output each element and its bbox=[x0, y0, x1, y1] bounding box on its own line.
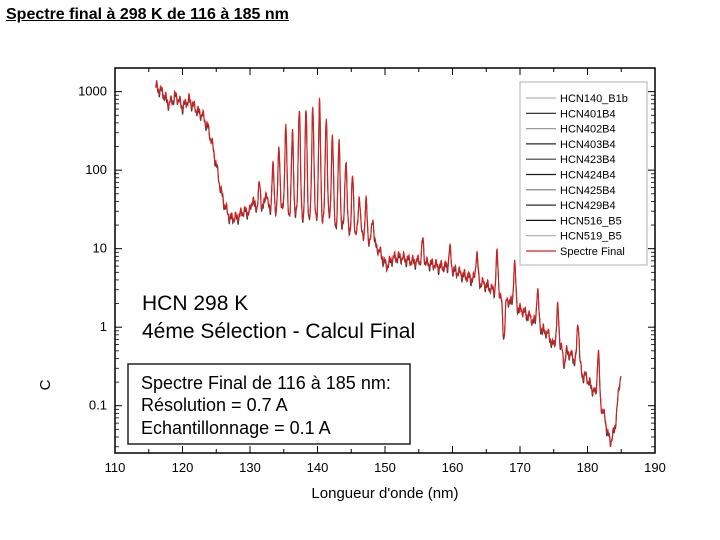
y-axis-title: C bbox=[37, 379, 54, 390]
x-tick-label: 190 bbox=[644, 460, 666, 475]
legend-label: HCN429B4 bbox=[560, 200, 616, 212]
y-tick-label: 1000 bbox=[78, 84, 107, 99]
y-tick-label: 0.1 bbox=[89, 398, 107, 413]
legend-label: HCN423B4 bbox=[560, 154, 616, 166]
legend-label: HCN519_B5 bbox=[560, 231, 622, 243]
info-box-line2: Résolution = 0.7 A bbox=[141, 395, 288, 415]
x-tick-label: 110 bbox=[105, 460, 126, 475]
y-tick-label: 1 bbox=[100, 319, 107, 334]
legend-label: Spectre Final bbox=[560, 246, 625, 258]
y-tick-labels: 0.1 1 10 100 1000 bbox=[78, 84, 107, 413]
x-axis-title: Longueur d'onde (nm) bbox=[311, 485, 458, 502]
x-tick-label: 180 bbox=[577, 460, 599, 475]
info-box: Spectre Final de 116 à 185 nm: Résolutio… bbox=[127, 363, 411, 445]
info-box-line1: Spectre Final de 116 à 185 nm: bbox=[141, 373, 391, 393]
legend-label: HCN424B4 bbox=[560, 170, 616, 182]
info-box-line3: Echantillonnage = 0.1 A bbox=[141, 418, 331, 438]
x-tick-label: 170 bbox=[509, 460, 531, 475]
x-tick-label: 160 bbox=[442, 460, 464, 475]
slide-title: Spectre final à 298 K de 116 à 185 nm bbox=[6, 6, 289, 23]
legend-label: HCN516_B5 bbox=[560, 215, 622, 227]
x-tick-label: 140 bbox=[307, 460, 329, 475]
x-tick-label: 130 bbox=[239, 460, 261, 475]
legend-label: HCN402B4 bbox=[560, 124, 616, 136]
annotation-title-line2: 4éme Sélection - Calcul Final bbox=[142, 320, 415, 343]
annotation-title-line1: HCN 298 K bbox=[142, 292, 248, 315]
y-tick-label: 10 bbox=[93, 241, 107, 256]
y-tick-label: 100 bbox=[85, 162, 107, 177]
spectre-final-line bbox=[155, 79, 622, 447]
legend-label: HCN140_B1b bbox=[560, 93, 628, 105]
info-box-frame bbox=[127, 363, 411, 445]
legend: HCN140_B1b HCN401B4 HCN402B4 HCN403B4 HCN423… bbox=[519, 81, 648, 266]
legend-box bbox=[519, 81, 648, 266]
x-tick-label: 120 bbox=[172, 460, 194, 475]
ticks bbox=[114, 68, 656, 453]
legend-label: HCN425B4 bbox=[560, 185, 616, 197]
x-tick-label: 150 bbox=[374, 460, 396, 475]
x-tick-labels: 110 120 130 140 150 160 170 180 190 bbox=[105, 460, 666, 475]
legend-label: HCN401B4 bbox=[560, 108, 616, 120]
legend-label: HCN403B4 bbox=[560, 139, 616, 151]
